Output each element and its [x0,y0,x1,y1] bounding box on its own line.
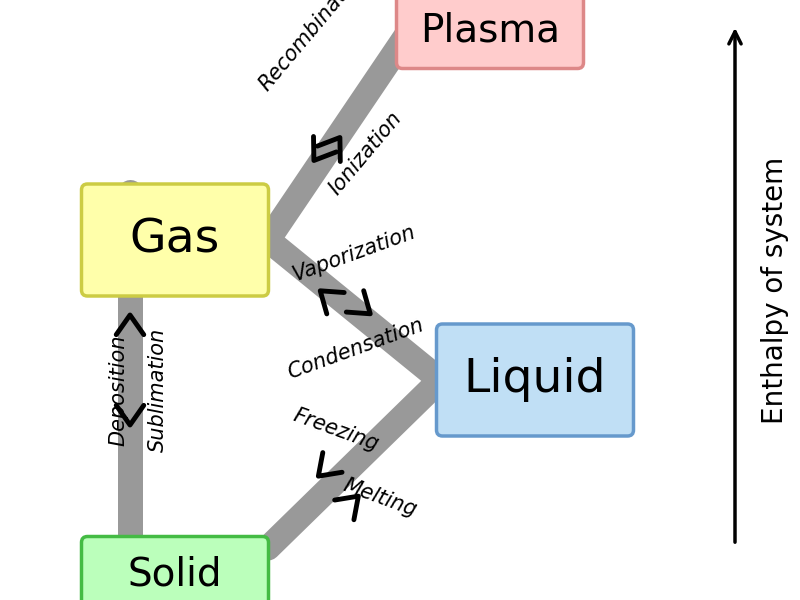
Text: Deposition: Deposition [108,334,128,446]
Text: Vaporization: Vaporization [290,222,418,285]
Text: Liquid: Liquid [464,358,606,403]
Text: Solid: Solid [128,556,222,594]
FancyBboxPatch shape [82,536,269,600]
Text: Plasma: Plasma [420,11,560,49]
Text: Ionization: Ionization [325,108,406,199]
Text: Enthalpy of system: Enthalpy of system [761,157,789,424]
Text: Freezing: Freezing [290,406,381,455]
FancyBboxPatch shape [82,184,269,296]
Text: Melting: Melting [340,475,419,520]
FancyBboxPatch shape [437,324,634,436]
Text: Condensation: Condensation [285,315,426,383]
Text: Recombination: Recombination [255,0,371,95]
Text: Gas: Gas [130,217,220,263]
FancyBboxPatch shape [397,0,583,68]
Text: Sublimation: Sublimation [148,328,168,452]
